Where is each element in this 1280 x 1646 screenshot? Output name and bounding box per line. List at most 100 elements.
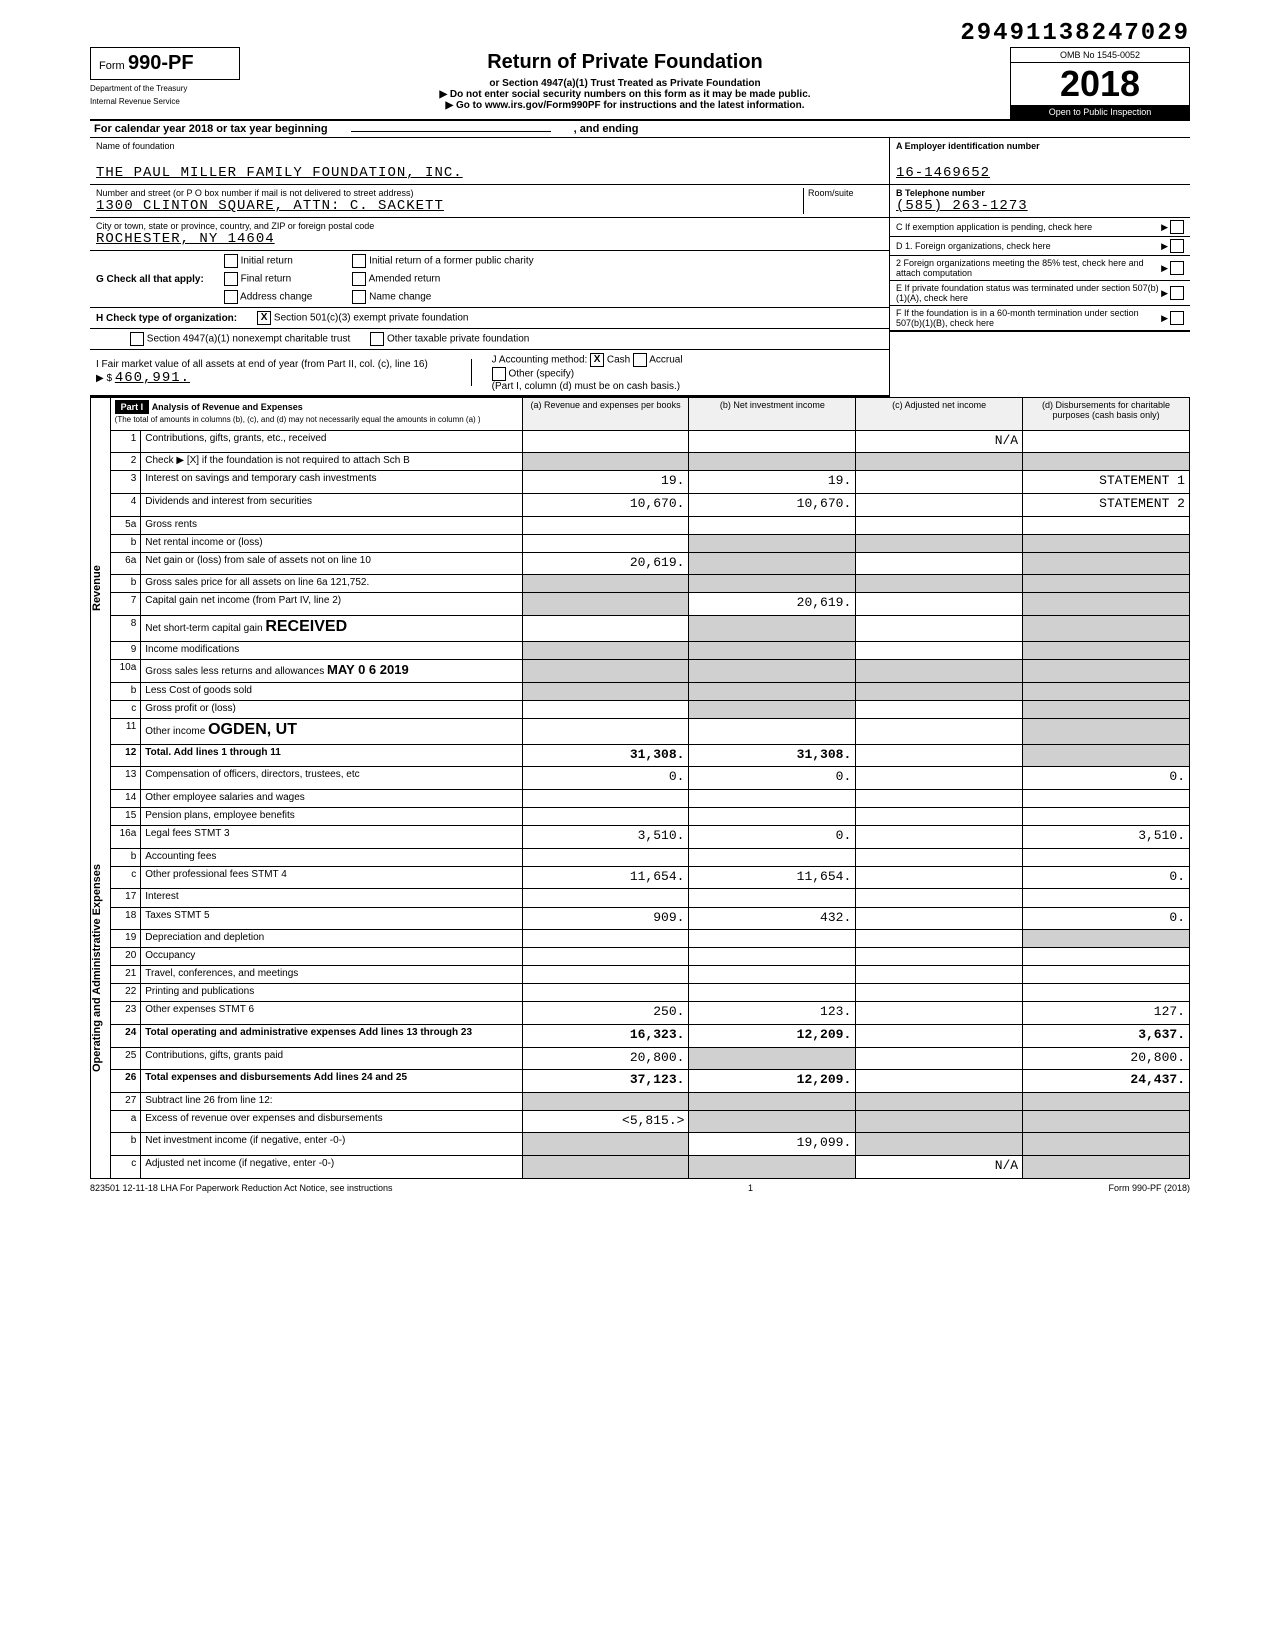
checkbox-amended[interactable]: [352, 272, 366, 286]
box-f: F If the foundation is in a 60-month ter…: [896, 308, 1161, 328]
table-row: bAccounting fees: [110, 848, 1189, 866]
table-row: 27Subtract line 26 from line 12:: [110, 1092, 1189, 1110]
dept-line2: Internal Revenue Service: [90, 97, 240, 106]
public-inspection: Open to Public Inspection: [1010, 106, 1190, 119]
table-row: bLess Cost of goods sold: [110, 682, 1189, 700]
foundation-address: 1300 CLINTON SQUARE, ATTN: C. SACKETT: [96, 198, 803, 214]
checkbox-address-change[interactable]: [224, 290, 238, 304]
table-row: 17Interest: [110, 889, 1189, 907]
col-c-header: (c) Adjusted net income: [856, 398, 1023, 431]
form-box: Form 990-PF Department of the Treasury I…: [90, 47, 240, 106]
foundation-name: THE PAUL MILLER FAMILY FOUNDATION, INC.: [96, 165, 883, 181]
section-h: H Check type of organization: X Section …: [90, 308, 889, 329]
omb-number: OMB No 1545-0052: [1010, 47, 1190, 63]
line-i-value: 460,991.: [115, 370, 190, 386]
table-row: 14Other employee salaries and wages: [110, 790, 1189, 808]
table-row: cOther professional fees STMT 411,654.11…: [110, 866, 1189, 889]
part1-table: Part I Analysis of Revenue and Expenses …: [110, 397, 1190, 1179]
checkbox-cash[interactable]: X: [590, 353, 604, 367]
page-number: 1: [748, 1183, 753, 1193]
col-d-header: (d) Disbursements for charitable purpose…: [1023, 398, 1190, 431]
header-center: Return of Private Foundation or Section …: [240, 47, 1010, 111]
table-row: 13Compensation of officers, directors, t…: [110, 767, 1189, 790]
subtitle-1: or Section 4947(a)(1) Trust Treated as P…: [250, 78, 1000, 89]
checkbox-accrual[interactable]: [633, 353, 647, 367]
table-row: bGross sales price for all assets on lin…: [110, 575, 1189, 593]
form-title: Return of Private Foundation: [250, 51, 1000, 74]
box-e: E If private foundation status was termi…: [896, 283, 1161, 303]
checkbox-e[interactable]: [1170, 286, 1184, 300]
footer-right: Form 990-PF (2018): [1108, 1183, 1190, 1193]
tax-year: 2018: [1010, 63, 1190, 106]
footer-left: 823501 12-11-18 LHA For Paperwork Reduct…: [90, 1183, 393, 1193]
form-number: 990-PF: [128, 52, 194, 74]
address-label: Number and street (or P O box number if …: [96, 188, 803, 198]
section-g: G Check all that apply: Initial return I…: [90, 251, 889, 308]
phone-value: (585) 263-1273: [896, 198, 1184, 214]
table-row: 7Capital gain net income (from Part IV, …: [110, 593, 1189, 616]
table-row: 5aGross rents: [110, 516, 1189, 534]
box-d1: D 1. Foreign organizations, check here: [896, 241, 1051, 251]
box-b-label: B Telephone number: [896, 188, 1184, 198]
table-row: 4Dividends and interest from securities1…: [110, 494, 1189, 517]
col-b-header: (b) Net investment income: [689, 398, 856, 431]
table-row: bNet investment income (if negative, ent…: [110, 1133, 1189, 1156]
table-row: 20Occupancy: [110, 948, 1189, 966]
table-row: 10aGross sales less returns and allowanc…: [110, 660, 1189, 683]
checkbox-d2[interactable]: [1170, 261, 1184, 275]
form-label: Form: [99, 60, 125, 72]
table-row: 21Travel, conferences, and meetings: [110, 966, 1189, 984]
table-row: 23Other expenses STMT 6250.123.127.: [110, 1002, 1189, 1025]
header-right: OMB No 1545-0052 2018 Open to Public Ins…: [1010, 47, 1190, 119]
table-row: 11Other income OGDEN, UT: [110, 718, 1189, 744]
part1-title: Part I: [115, 400, 150, 414]
table-row: 24Total operating and administrative exp…: [110, 1025, 1189, 1048]
table-row: 6aNet gain or (loss) from sale of assets…: [110, 552, 1189, 575]
line-i-label: I Fair market value of all assets at end…: [96, 359, 428, 370]
checkbox-501c3[interactable]: X: [257, 311, 271, 325]
page-footer: 823501 12-11-18 LHA For Paperwork Reduct…: [90, 1183, 1190, 1193]
box-d2: 2 Foreign organizations meeting the 85% …: [896, 258, 1161, 278]
box-c: C If exemption application is pending, c…: [896, 222, 1092, 232]
table-row: 9Income modifications: [110, 642, 1189, 660]
table-row: 19Depreciation and depletion: [110, 930, 1189, 948]
name-label: Name of foundation: [96, 141, 883, 151]
checkbox-4947[interactable]: [130, 332, 144, 346]
table-row: 2Check ▶ [X] if the foundation is not re…: [110, 453, 1189, 471]
revenue-side-label: Revenue Operating and Administrative Exp…: [90, 397, 110, 1179]
checkbox-other-method[interactable]: [492, 367, 506, 381]
document-id: 29491138247029: [90, 20, 1190, 47]
checkbox-d1[interactable]: [1170, 239, 1184, 253]
checkbox-other-taxable[interactable]: [370, 332, 384, 346]
table-row: 1Contributions, gifts, grants, etc., rec…: [110, 430, 1189, 453]
table-row: 12Total. Add lines 1 through 1131,308.31…: [110, 744, 1189, 767]
subtitle-3: Go to www.irs.gov/Form990PF for instruct…: [250, 100, 1000, 111]
checkbox-c[interactable]: [1170, 220, 1184, 234]
table-row: cGross profit or (loss): [110, 700, 1189, 718]
ein-value: 16-1469652: [896, 165, 1184, 181]
room-label: Room/suite: [808, 188, 883, 198]
checkbox-former-charity[interactable]: [352, 254, 366, 268]
table-row: aExcess of revenue over expenses and dis…: [110, 1110, 1189, 1133]
table-row: 26Total expenses and disbursements Add l…: [110, 1070, 1189, 1093]
city-label: City or town, state or province, country…: [96, 221, 883, 231]
box-a-label: A Employer identification number: [896, 141, 1184, 151]
table-row: 18Taxes STMT 5909.432.0.: [110, 907, 1189, 930]
table-row: 8Net short-term capital gain RECEIVED: [110, 616, 1189, 642]
foundation-city: ROCHESTER, NY 14604: [96, 231, 883, 247]
table-row: bNet rental income or (loss): [110, 534, 1189, 552]
table-row: 3Interest on savings and temporary cash …: [110, 471, 1189, 494]
checkbox-initial-return[interactable]: [224, 254, 238, 268]
subtitle-2: Do not enter social security numbers on …: [250, 89, 1000, 100]
table-row: 25Contributions, gifts, grants paid20,80…: [110, 1047, 1189, 1070]
table-row: 16aLegal fees STMT 33,510.0.3,510.: [110, 826, 1189, 849]
table-row: 15Pension plans, employee benefits: [110, 808, 1189, 826]
checkbox-final-return[interactable]: [224, 272, 238, 286]
checkbox-f[interactable]: [1170, 311, 1184, 325]
col-a-header: (a) Revenue and expenses per books: [522, 398, 689, 431]
table-row: cAdjusted net income (if negative, enter…: [110, 1156, 1189, 1179]
calendar-year-row: For calendar year 2018 or tax year begin…: [90, 121, 1190, 138]
dept-line1: Department of the Treasury: [90, 84, 240, 93]
table-row: 22Printing and publications: [110, 984, 1189, 1002]
checkbox-name-change[interactable]: [352, 290, 366, 304]
